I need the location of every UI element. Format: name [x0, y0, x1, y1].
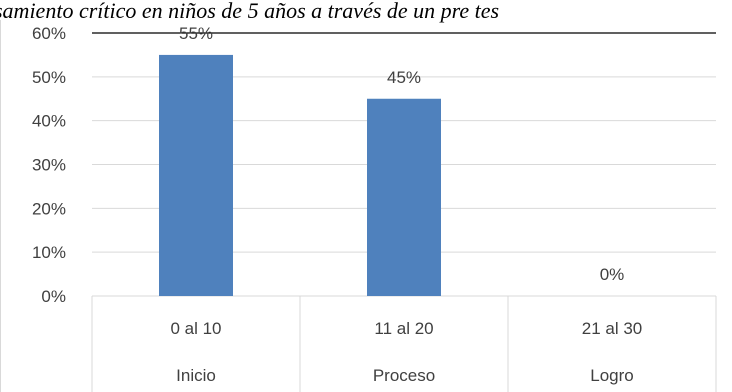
data-labels: 55% 45% 0%: [179, 24, 624, 284]
y-tick-label: 10%: [32, 243, 66, 262]
y-tick-label: 40%: [32, 112, 66, 131]
y-tick-label: 20%: [32, 199, 66, 218]
x-group-label: Proceso: [373, 366, 435, 385]
x-group-label: Inicio: [176, 366, 216, 385]
bars: [159, 54, 441, 296]
y-tick-label: 50%: [32, 68, 66, 87]
y-axis-tick-labels: 0% 10% 20% 30% 40% 50% 60%: [32, 24, 66, 306]
bar: [159, 54, 233, 296]
x-axis-tick-labels: 0 al 10 Inicio 11 al 20 Proceso 21 al 30 Logr…: [170, 319, 642, 385]
chart-frame: [0, 20, 717, 392]
bar: [367, 98, 441, 296]
chart-title: samiento crítico en niños de 5 años a tr…: [0, 0, 499, 23]
x-group-label: Logro: [590, 366, 633, 385]
y-tick-label: 60%: [32, 24, 66, 43]
y-tick-label: 30%: [32, 156, 66, 175]
x-tick-label: 0 al 10: [170, 319, 221, 338]
x-tick-label: 11 al 20: [374, 319, 433, 338]
data-label: 45%: [387, 68, 421, 87]
data-label: 55%: [179, 24, 213, 43]
y-tick-label: 0%: [41, 287, 66, 306]
x-tick-label: 21 al 30: [582, 319, 643, 338]
data-label: 0%: [600, 265, 625, 284]
